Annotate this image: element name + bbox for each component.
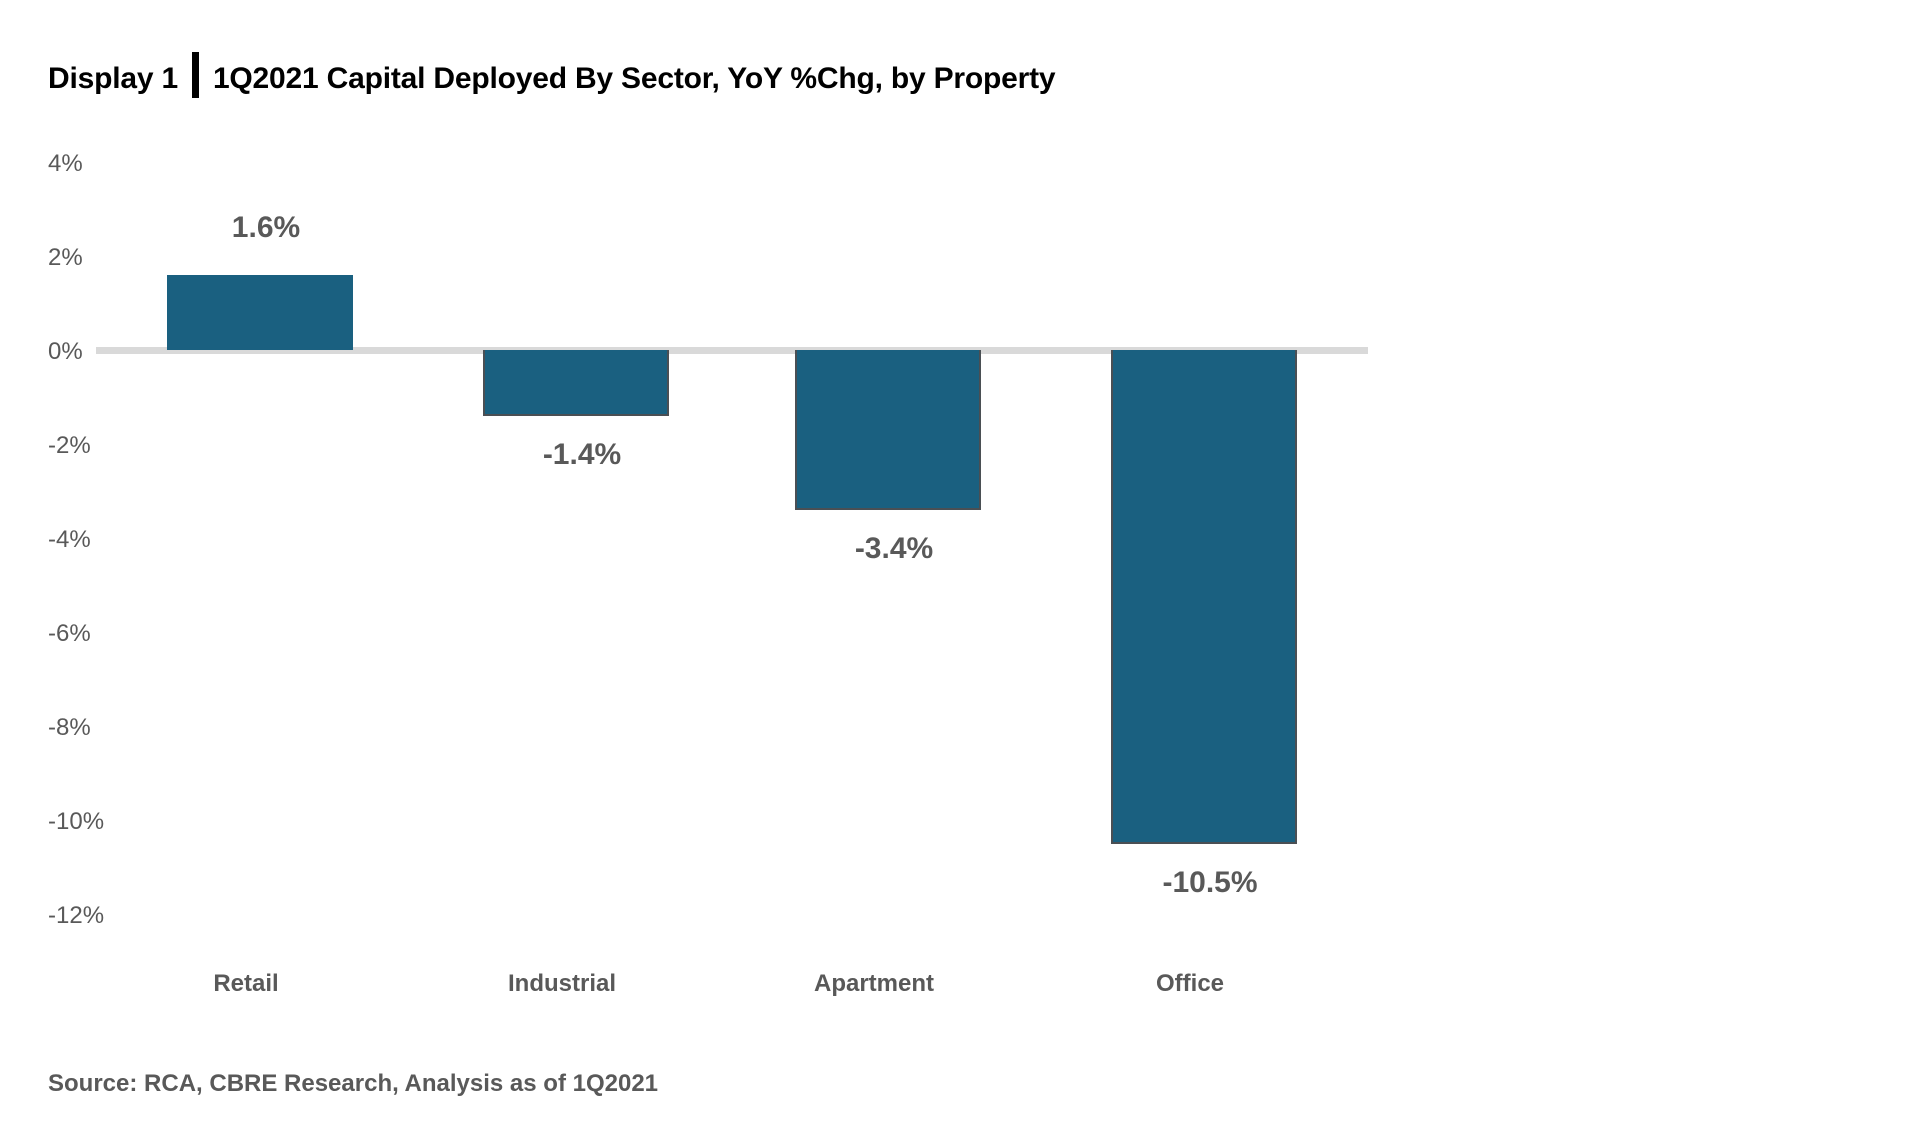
bar-office — [1111, 350, 1297, 844]
title-text: 1Q2021 Capital Deployed By Sector, YoY %… — [212, 62, 1056, 95]
y-tick-label: 4% — [48, 150, 83, 177]
x-label-office: Office — [1155, 970, 1225, 997]
bar-retail — [167, 274, 353, 350]
y-tick-label: 0% — [48, 338, 83, 365]
y-tick-label: 2% — [48, 244, 83, 271]
value-label-industrial: -1.4% — [542, 437, 622, 471]
title-separator — [191, 52, 199, 98]
y-tick-label: -12% — [48, 902, 105, 929]
chart-title: Display 1 1Q2021 Capital Deployed By Sect… — [48, 52, 1056, 98]
x-label-industrial: Industrial — [507, 970, 617, 997]
bar-apartment — [795, 350, 981, 510]
x-label-apartment: Apartment — [813, 970, 935, 997]
value-label-apartment: -3.4% — [854, 531, 934, 565]
bar-industrial — [483, 350, 669, 416]
y-tick-label: -10% — [48, 808, 105, 835]
y-tick-label: -4% — [48, 526, 91, 553]
y-tick-label: -8% — [48, 714, 91, 741]
exhibit-number: Display 1 — [48, 62, 178, 95]
zero-baseline — [96, 347, 1368, 354]
y-tick-label: -6% — [48, 620, 91, 647]
x-label-retail: Retail — [213, 970, 279, 997]
y-tick-label: -2% — [48, 432, 91, 459]
source-note: Source: RCA, CBRE Research, Analysis as … — [48, 1070, 659, 1097]
value-label-retail: 1.6% — [231, 210, 301, 244]
value-label-office: -10.5% — [1162, 865, 1258, 899]
